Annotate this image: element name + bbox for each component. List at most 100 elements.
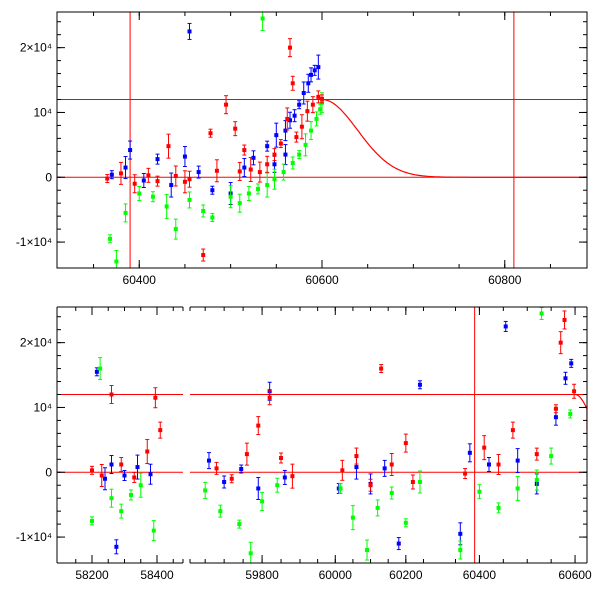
- data-marker: [148, 472, 153, 477]
- red-series-point-25: [510, 421, 515, 439]
- data-marker: [558, 340, 563, 345]
- data-marker: [368, 483, 373, 488]
- data-marker: [382, 466, 387, 471]
- data-marker: [458, 531, 463, 536]
- data-marker: [153, 395, 158, 400]
- data-marker: [338, 486, 343, 491]
- data-marker: [132, 475, 137, 480]
- data-marker: [294, 135, 299, 140]
- data-marker: [228, 194, 233, 199]
- data-marker: [90, 468, 94, 473]
- data-marker: [316, 94, 321, 99]
- data-marker: [119, 462, 124, 467]
- data-marker: [568, 411, 573, 416]
- data-marker: [396, 541, 401, 546]
- data-marker: [340, 468, 345, 473]
- data-marker: [285, 116, 290, 121]
- red-series-point-26: [316, 90, 321, 104]
- blue-series-point-5: [169, 172, 174, 198]
- blue-series-point-9: [210, 185, 215, 195]
- red-series-point-14: [248, 156, 253, 182]
- bottom-panel: -1×10⁴ 0 10⁴ 2×10⁴ 58200 58400 59800 60000 60200…: [16, 306, 592, 582]
- blue-series-point-6: [148, 463, 153, 485]
- data-marker: [309, 128, 314, 133]
- y-tick-label: 2×10⁴: [20, 336, 52, 350]
- green-series-point-18: [403, 518, 408, 528]
- data-marker: [301, 91, 306, 96]
- model-curve: [575, 393, 587, 431]
- top-plot-area: [57, 12, 587, 268]
- green-series-point-21: [477, 484, 482, 500]
- data-marker: [248, 167, 253, 172]
- data-marker: [260, 16, 265, 21]
- red-series-point-19: [285, 107, 290, 131]
- red-series-point-12: [267, 390, 272, 406]
- red-series-point-22: [294, 131, 299, 143]
- data-marker: [267, 395, 272, 400]
- data-marker: [458, 548, 463, 553]
- blue-series-point-12: [282, 469, 287, 485]
- model-curve: [321, 98, 587, 178]
- data-marker: [486, 462, 491, 467]
- data-marker: [132, 181, 137, 186]
- green-series-point-2: [123, 203, 128, 223]
- blue-series-point-11: [242, 158, 247, 178]
- x-tick-label: 58400: [140, 568, 174, 582]
- data-marker: [151, 528, 156, 533]
- data-marker: [265, 183, 270, 188]
- red-series-point-14: [290, 463, 295, 489]
- blue-series-point-0: [109, 170, 114, 180]
- green-series-point-10: [248, 541, 253, 563]
- data-marker: [290, 161, 295, 166]
- data-marker: [114, 544, 119, 549]
- red-series-point-1: [118, 161, 123, 185]
- data-marker: [182, 179, 187, 184]
- data-marker: [283, 128, 288, 133]
- data-marker: [288, 118, 293, 123]
- data-marker: [94, 369, 99, 374]
- data-marker: [389, 462, 394, 467]
- data-marker: [510, 428, 515, 433]
- red-series-point-13: [242, 144, 247, 156]
- data-marker: [155, 157, 160, 162]
- blue-series-point-10: [256, 476, 261, 500]
- red-series-point-17: [368, 478, 373, 492]
- x-tick-label: 60200: [389, 568, 423, 582]
- data-marker: [166, 144, 171, 149]
- data-marker: [539, 311, 544, 316]
- data-marker: [218, 509, 223, 514]
- data-marker: [150, 194, 155, 199]
- red-series-point-1: [99, 464, 104, 488]
- blue-series-point-1: [103, 467, 107, 491]
- data-marker: [534, 452, 539, 457]
- data-marker: [417, 479, 422, 484]
- data-marker: [389, 491, 394, 496]
- data-marker: [257, 170, 262, 175]
- red-series-point-24: [496, 453, 501, 475]
- green-series-point-22: [496, 502, 501, 514]
- green-series-point-9: [210, 212, 215, 222]
- red-series-point-18: [278, 139, 283, 149]
- data-marker: [306, 81, 311, 86]
- red-series-point-7: [187, 170, 192, 188]
- data-marker: [290, 81, 295, 86]
- data-marker: [129, 492, 133, 497]
- data-marker: [137, 191, 142, 196]
- red-series-point-11: [256, 416, 261, 436]
- red-series-point-24: [305, 100, 310, 122]
- data-marker: [350, 515, 355, 520]
- data-marker: [283, 152, 288, 157]
- data-marker: [214, 168, 219, 173]
- data-marker: [246, 191, 251, 196]
- red-series-point-18: [379, 364, 384, 374]
- red-series-point-6: [173, 165, 178, 187]
- red-series-point-5: [145, 439, 150, 465]
- red-series-point-0: [105, 174, 110, 184]
- data-marker: [288, 45, 293, 50]
- data-marker: [229, 476, 234, 481]
- data-marker: [208, 131, 213, 136]
- green-series-point-1: [98, 357, 103, 381]
- data-marker: [256, 486, 261, 491]
- data-marker: [244, 452, 249, 457]
- blue-series-point-22: [312, 64, 317, 76]
